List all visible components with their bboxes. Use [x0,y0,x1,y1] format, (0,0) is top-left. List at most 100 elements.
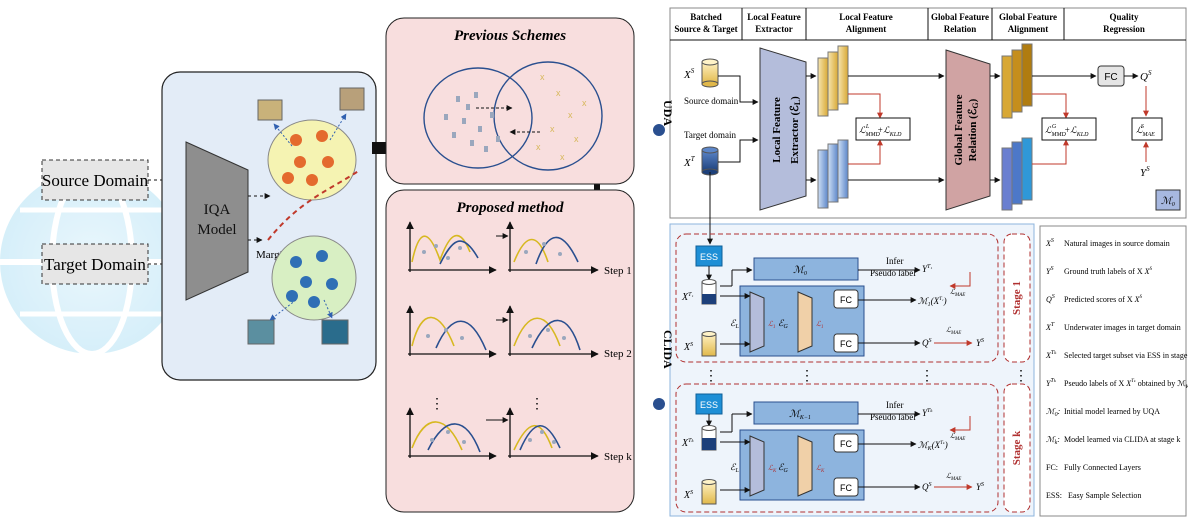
svg-text:XS: XS [683,67,695,81]
svg-text:FC: FC [840,483,852,493]
source-cluster [267,119,357,201]
stage-dots-3: ⋮ [920,369,934,384]
legend-sym-0: XS [1045,238,1054,248]
svg-text:Global Feature: Global Feature [931,12,989,22]
svg-text:x: x [568,110,573,120]
legend-panel [1039,225,1187,517]
global-target-features [1001,137,1033,211]
svg-text:Alignment: Alignment [846,24,887,34]
uda-m0-badge [1155,189,1181,211]
source-cylinder-icon [701,58,719,88]
svg-text:Local Feature: Local Feature [771,97,783,163]
svg-text:Pseudo label: Pseudo label [870,412,916,422]
svg-text:Relation (ℰG): Relation (ℰG) [967,98,980,161]
stage-dots-4: ⋮ [1014,369,1028,384]
svg-text:ℒMAE: ℒMAE [950,432,965,442]
svg-text:FC: FC [840,295,852,305]
svg-text:ℒ1: ℒ1 [768,320,776,330]
svg-text:UDA: UDA [661,100,675,126]
source-domain-box: Source Domain [41,159,149,201]
stage-dots-2: ⋮ [800,369,814,384]
svg-text:Source & Target: Source & Target [674,24,737,34]
legend-sym-5: YTₖ [1046,378,1057,388]
svg-text:ℒMAE: ℒMAE [950,288,965,298]
legend-sym-6: ℳ0: [1046,407,1061,418]
svg-text:FC: FC [840,339,852,349]
svg-text:XTₖ: XTₖ [681,438,694,449]
svg-text:Alignment: Alignment [1008,24,1049,34]
legend-text-9: Easy Sample Selection [1068,491,1141,500]
svg-text:XS: XS [683,342,693,353]
svg-text:YS: YS [976,338,984,348]
svg-text:YTₖ: YTₖ [922,408,933,418]
svg-text:QS: QS [922,338,932,348]
svg-text:ℒ1: ℒ1 [816,320,824,330]
svg-text:XS: XS [683,490,693,501]
clida-label: CLIDA [653,330,675,410]
step-k-label: Step k [604,451,632,463]
legend-text-5: Pseudo labels of X XTₖ obtained by ℳK−1 [1064,379,1188,390]
legend-sym-9: ESS: [1046,491,1062,500]
legend-text-4: Selected target subset via ESS in stage … [1064,351,1188,360]
svg-text:Regression: Regression [1103,24,1145,34]
svg-text:YS: YS [1140,165,1150,179]
svg-text:FC: FC [1104,72,1117,83]
svg-text:YT₁: YT₁ [922,264,932,274]
global-alignment-loss-box [1041,117,1097,141]
svg-text:Pseudo label: Pseudo label [870,268,916,278]
svg-text:ℒMAE: ℒMAE [946,326,961,336]
source-photo-2 [339,87,365,111]
previous-schemes-title: Previous Schemes [454,28,566,44]
legend-entries: XS Natural images in source domain YS Gr… [1045,238,1188,500]
target-domain-box: Target Domain [41,243,149,285]
legend-sym-2: QS [1046,294,1055,304]
svg-text:⋮: ⋮ [530,397,544,412]
target-domain-label: Target Domain [44,255,146,274]
svg-text:ℰL: ℰL [730,462,739,474]
stage-k-block: Stage k ESS XTₖ XS ℳK−1 Infer Pseudo lab… [675,383,1031,513]
svg-text:ℰG: ℰG [778,318,788,330]
svg-text:Quality: Quality [1109,12,1139,22]
svg-text:ℒK: ℒK [768,464,777,474]
uda-label: UDA [653,100,675,136]
legend-text-2: Predicted scores of X XS [1064,295,1143,304]
svg-text:Batched: Batched [690,12,722,22]
legend-sym-1: YS [1046,266,1053,276]
svg-text:ESS: ESS [700,400,718,410]
legend-text-6: Initial model learned by UQA [1064,407,1160,416]
svg-text:x: x [540,72,545,82]
legend-sym-3: XT [1045,322,1055,332]
svg-text:ℳ0: ℳ0 [1161,196,1175,208]
svg-text:x: x [550,124,555,134]
svg-text:QS: QS [1140,69,1152,83]
uda-mae-loss-box [1131,117,1163,141]
uda-headers: Batched Source & Target Local Feature Extr… [670,8,1186,41]
global-source-features [1001,43,1033,119]
iqa-model-block: IQA Model [185,141,249,301]
svg-text:ℒMAE: ℒMAE [946,472,961,482]
legend-sym-7: ℳk: [1046,435,1060,446]
svg-text:ℰL: ℰL [730,318,739,330]
svg-text:Infer: Infer [886,400,904,410]
source-photo-1 [257,99,283,121]
legend-text-8: Fully Connected Layers [1064,463,1141,472]
target-photo-2 [321,319,349,345]
svg-text:QS: QS [922,482,932,492]
stage-1-block: Stage 1 ESS XT₁ XS ℳ0 Infer Pseudo label… [675,233,1031,363]
svg-text:YS: YS [976,482,984,492]
target-cylinder-icon [701,146,719,176]
target-photo-1 [247,319,275,345]
target-cluster [271,235,357,321]
global-feature-relation-block: Global Feature Relation (ℰG) [945,49,991,211]
svg-text:Global Feature: Global Feature [999,12,1057,22]
uda-target-domain: Target domain [684,130,736,140]
legend-text-1: Ground truth labels of X XS [1064,267,1153,276]
svg-text:Stage k: Stage k [1011,430,1023,465]
svg-text:x: x [582,98,587,108]
svg-text:Local Feature: Local Feature [839,12,893,22]
step-1-label: Step 1 [604,265,632,277]
margin-boundary [267,169,361,241]
uda-panel [669,7,1187,219]
